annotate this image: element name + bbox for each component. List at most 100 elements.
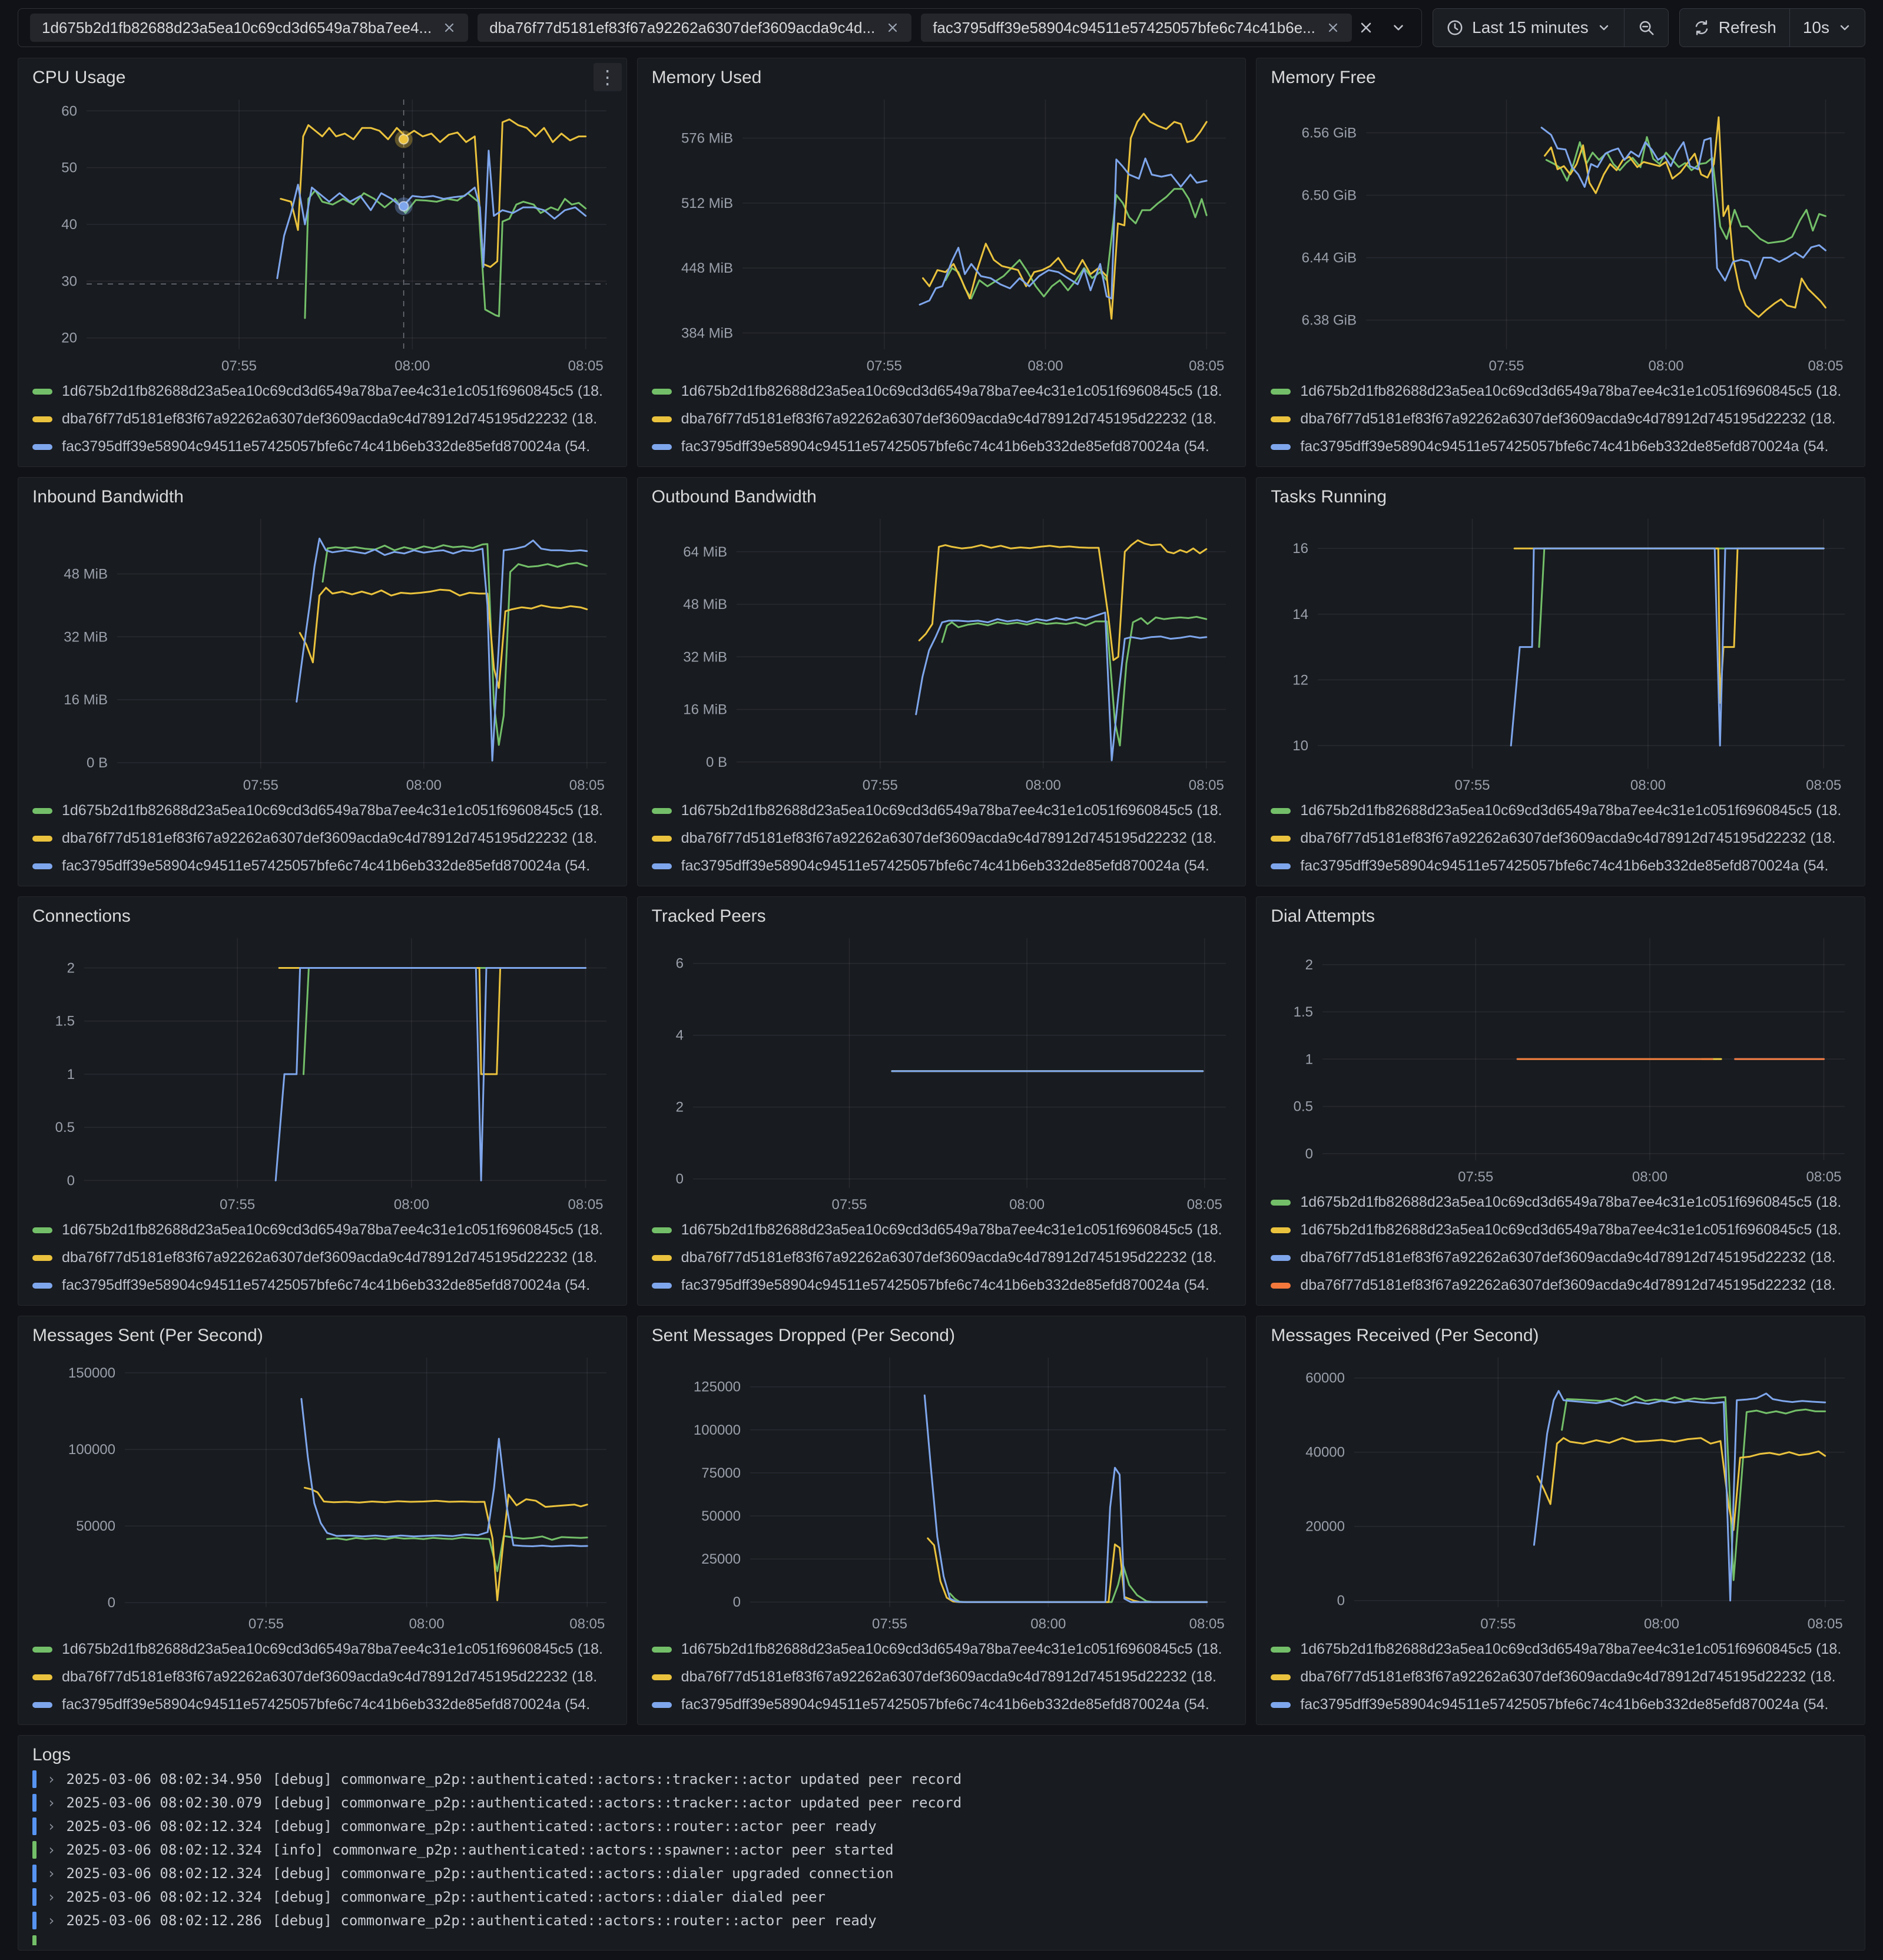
chart-memory-free[interactable]: 6.38 GiB 6.44 GiB 6.50 GiB 6.56 GiB 07:55 08:… <box>1266 90 1855 378</box>
log-expand-icon[interactable]: › <box>47 1795 56 1811</box>
remove-filter-icon[interactable] <box>1326 21 1340 35</box>
remove-filter-icon[interactable] <box>442 21 456 35</box>
legend-item[interactable]: dba76f77d5181ef83f67a92262a6307def3609ac… <box>1271 1663 1855 1691</box>
chart-connections[interactable]: 0 0.5 1 1.5 2 07:55 08:00 08:05 <box>28 929 617 1216</box>
log-expand-icon[interactable]: › <box>47 1912 56 1929</box>
panel-title[interactable]: Memory Used <box>651 68 762 87</box>
log-row[interactable]: › 2025-03-06 08:02:12.324 [debug] commonwa… <box>32 1815 1855 1838</box>
filter-chip[interactable]: dba76f77d5181ef83f67a92262a6307def3609ac… <box>478 14 912 42</box>
panel-title[interactable]: Messages Received (Per Second) <box>1271 1326 1539 1345</box>
legend-item[interactable]: dba76f77d5181ef83f67a92262a6307def3609ac… <box>1271 1272 1855 1299</box>
log-row[interactable]: › 2025-03-06 08:02:34.950 [debug] commonwa… <box>32 1767 1855 1791</box>
panel-title[interactable]: Sent Messages Dropped (Per Second) <box>651 1326 955 1345</box>
chart-tasks-running[interactable]: 10 12 14 16 07:55 08:00 08:05 <box>1266 509 1855 797</box>
log-expand-icon[interactable]: › <box>47 1865 56 1882</box>
log-message: [debug] commonware_p2p::authenticated::a… <box>272 1771 962 1787</box>
panel-menu-icon[interactable]: ⋮ <box>593 63 622 91</box>
legend-item[interactable]: fac3795dff39e58904c94511e57425057bfe6c74… <box>32 852 617 880</box>
clear-all-filters-icon[interactable] <box>1358 19 1374 36</box>
chart-tracked-peers[interactable]: 0 2 4 6 07:55 08:00 08:05 <box>647 929 1236 1216</box>
panel-title[interactable]: Memory Free <box>1271 68 1376 87</box>
legend-item[interactable]: 1d675b2d1fb82688d23a5ea10c69cd3d6549a78b… <box>32 378 617 405</box>
legend-item[interactable]: dba76f77d5181ef83f67a92262a6307def3609ac… <box>32 1244 617 1272</box>
log-row[interactable]: › 2025-03-06 08:02:12.324 [info] commonwar… <box>32 1838 1855 1862</box>
panel-title[interactable]: Tasks Running <box>1271 487 1387 506</box>
legend-item[interactable]: dba76f77d5181ef83f67a92262a6307def3609ac… <box>651 1244 1236 1272</box>
log-expand-icon[interactable]: › <box>47 1842 56 1858</box>
legend-item[interactable]: 1d675b2d1fb82688d23a5ea10c69cd3d6549a78b… <box>651 1635 1236 1663</box>
legend-item[interactable]: dba76f77d5181ef83f67a92262a6307def3609ac… <box>651 825 1236 852</box>
legend-item[interactable]: fac3795dff39e58904c94511e57425057bfe6c74… <box>32 1272 617 1299</box>
chart-messages-sent[interactable]: 0 50000 100000 150000 07:55 08:00 08:05 <box>28 1348 617 1635</box>
panel-title[interactable]: Dial Attempts <box>1271 906 1375 926</box>
svg-text:2: 2 <box>1305 957 1313 973</box>
log-row[interactable]: › 2025-03-06 08:02:12.324 [debug] commonwa… <box>32 1862 1855 1885</box>
legend-item[interactable]: dba76f77d5181ef83f67a92262a6307def3609ac… <box>651 1663 1236 1691</box>
refresh-interval-picker[interactable]: 10s <box>1789 9 1865 47</box>
log-expand-icon[interactable]: › <box>47 1889 56 1905</box>
legend-label: fac3795dff39e58904c94511e57425057bfe6c74… <box>62 858 591 874</box>
svg-text:50000: 50000 <box>701 1508 741 1524</box>
legend-item[interactable]: 1d675b2d1fb82688d23a5ea10c69cd3d6549a78b… <box>32 797 617 825</box>
panel-title[interactable]: CPU Usage <box>32 68 126 87</box>
panel-title[interactable]: Logs <box>32 1745 71 1764</box>
legend-item[interactable]: fac3795dff39e58904c94511e57425057bfe6c74… <box>1271 433 1855 461</box>
filter-chip[interactable]: 1d675b2d1fb82688d23a5ea10c69cd3d6549a78b… <box>30 14 469 42</box>
filter-bar[interactable]: 1d675b2d1fb82688d23a5ea10c69cd3d6549a78b… <box>18 8 1423 47</box>
legend-item[interactable]: dba76f77d5181ef83f67a92262a6307def3609ac… <box>1271 405 1855 433</box>
chart-messages-received[interactable]: 0 20000 40000 60000 07:55 08:00 08:05 <box>1266 1348 1855 1635</box>
chart-inbound-bandwidth[interactable]: 0 B 16 MiB 32 MiB 48 MiB 07:55 08:00 08:05 <box>28 509 617 797</box>
legend-item[interactable]: 1d675b2d1fb82688d23a5ea10c69cd3d6549a78b… <box>1271 1188 1855 1216</box>
legend-item[interactable]: fac3795dff39e58904c94511e57425057bfe6c74… <box>1271 852 1855 880</box>
log-expand-icon[interactable]: › <box>47 1771 56 1787</box>
panel-title[interactable]: Inbound Bandwidth <box>32 487 184 506</box>
legend-item[interactable]: 1d675b2d1fb82688d23a5ea10c69cd3d6549a78b… <box>32 1216 617 1244</box>
legend-item[interactable]: dba76f77d5181ef83f67a92262a6307def3609ac… <box>1271 825 1855 852</box>
legend-item[interactable]: fac3795dff39e58904c94511e57425057bfe6c74… <box>651 1691 1236 1719</box>
legend-item[interactable]: dba76f77d5181ef83f67a92262a6307def3609ac… <box>651 405 1236 433</box>
zoom-out-button[interactable] <box>1623 9 1668 47</box>
legend: 1d675b2d1fb82688d23a5ea10c69cd3d6549a78b… <box>28 797 617 881</box>
legend-swatch-icon <box>32 388 52 395</box>
chart-outbound-bandwidth[interactable]: 0 B 16 MiB 32 MiB 48 MiB 64 MiB 07:55 08:00 08:… <box>647 509 1236 797</box>
log-row[interactable]: › 2025-03-06 08:02:30.079 [debug] commonwa… <box>32 1791 1855 1815</box>
chart-dial-attempts[interactable]: 0 0.5 1 1.5 2 07:55 08:00 08:05 <box>1266 929 1855 1188</box>
time-range-picker[interactable]: Last 15 minutes <box>1433 9 1624 47</box>
log-row[interactable] <box>32 1932 1855 1945</box>
filter-dropdown-caret-icon[interactable] <box>1391 20 1406 35</box>
log-expand-icon[interactable]: › <box>47 1818 56 1835</box>
remove-filter-icon[interactable] <box>886 21 900 35</box>
legend-item[interactable]: 1d675b2d1fb82688d23a5ea10c69cd3d6549a78b… <box>1271 797 1855 825</box>
svg-text:08:00: 08:00 <box>394 1197 429 1213</box>
filter-chip[interactable]: fac3795dff39e58904c94511e57425057bfe6c74… <box>921 14 1352 42</box>
legend-item[interactable]: 1d675b2d1fb82688d23a5ea10c69cd3d6549a78b… <box>1271 378 1855 405</box>
refresh-button[interactable]: Refresh <box>1680 9 1789 47</box>
legend-item[interactable]: dba76f77d5181ef83f67a92262a6307def3609ac… <box>1271 1244 1855 1272</box>
legend-item[interactable]: 1d675b2d1fb82688d23a5ea10c69cd3d6549a78b… <box>1271 1635 1855 1663</box>
legend-item[interactable]: 1d675b2d1fb82688d23a5ea10c69cd3d6549a78b… <box>32 1635 617 1663</box>
legend-item[interactable]: fac3795dff39e58904c94511e57425057bfe6c74… <box>651 1272 1236 1299</box>
panel-title[interactable]: Connections <box>32 906 131 926</box>
legend: 1d675b2d1fb82688d23a5ea10c69cd3d6549a78b… <box>1266 1188 1855 1300</box>
legend-swatch-icon <box>1271 1701 1291 1708</box>
legend-item[interactable]: fac3795dff39e58904c94511e57425057bfe6c74… <box>32 433 617 461</box>
legend-item[interactable]: 1d675b2d1fb82688d23a5ea10c69cd3d6549a78b… <box>651 797 1236 825</box>
chart-cpu-usage[interactable]: 20 30 40 50 60 07:55 08:00 08:05 <box>28 90 617 378</box>
chart-sent-messages-dropped[interactable]: 0 25000 50000 75000 100000 125000 07:55 08:00 08… <box>647 1348 1236 1635</box>
legend-item[interactable]: 1d675b2d1fb82688d23a5ea10c69cd3d6549a78b… <box>651 378 1236 405</box>
legend-item[interactable]: 1d675b2d1fb82688d23a5ea10c69cd3d6549a78b… <box>651 1216 1236 1244</box>
chart-memory-used[interactable]: 384 MiB 448 MiB 512 MiB 576 MiB 07:55 08:00 08… <box>647 90 1236 378</box>
legend-item[interactable]: dba76f77d5181ef83f67a92262a6307def3609ac… <box>32 1663 617 1691</box>
legend-item[interactable]: 1d675b2d1fb82688d23a5ea10c69cd3d6549a78b… <box>1271 1216 1855 1244</box>
legend-item[interactable]: fac3795dff39e58904c94511e57425057bfe6c74… <box>651 433 1236 461</box>
panel-title[interactable]: Outbound Bandwidth <box>651 487 817 506</box>
panel-title[interactable]: Messages Sent (Per Second) <box>32 1326 263 1345</box>
log-row[interactable]: › 2025-03-06 08:02:12.286 [debug] commonwa… <box>32 1909 1855 1932</box>
legend-item[interactable]: fac3795dff39e58904c94511e57425057bfe6c74… <box>1271 1691 1855 1719</box>
legend-item[interactable]: dba76f77d5181ef83f67a92262a6307def3609ac… <box>32 405 617 433</box>
legend-item[interactable]: fac3795dff39e58904c94511e57425057bfe6c74… <box>651 852 1236 880</box>
log-row[interactable]: › 2025-03-06 08:02:12.324 [debug] commonwa… <box>32 1885 1855 1909</box>
panel-title[interactable]: Tracked Peers <box>651 906 766 926</box>
legend-item[interactable]: dba76f77d5181ef83f67a92262a6307def3609ac… <box>32 825 617 852</box>
legend-item[interactable]: fac3795dff39e58904c94511e57425057bfe6c74… <box>32 1691 617 1719</box>
